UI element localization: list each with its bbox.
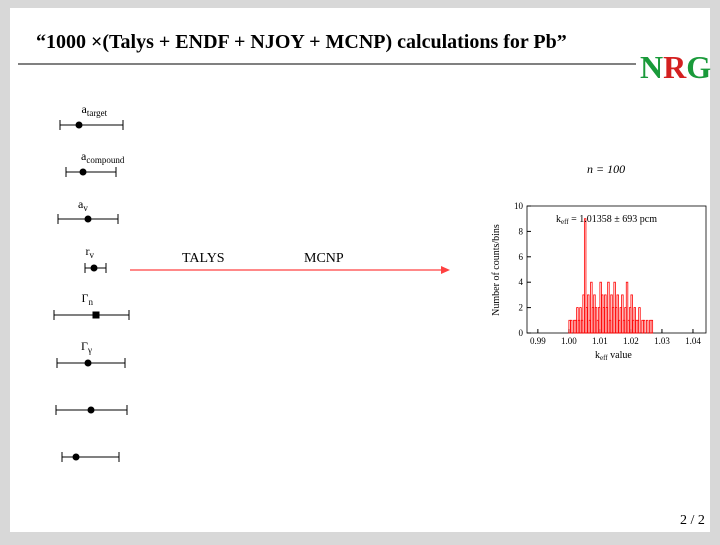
point: [87, 406, 95, 414]
histogram-title: keff = 1.01358 ± 693 pcm: [556, 214, 657, 226]
parameter-subscript: v: [83, 203, 88, 213]
y-tick-label: 6: [519, 252, 524, 262]
label-subscript: eff: [600, 354, 608, 362]
point: [92, 311, 100, 319]
label-symbol: k: [595, 350, 600, 361]
logo: NRG: [640, 49, 711, 85]
histogram-bar: [642, 319, 646, 334]
x-tick-label: 0.99: [530, 336, 546, 346]
histogram-bar: [570, 319, 573, 334]
parameter-subscript: target: [87, 108, 108, 118]
parameter-label: atarget: [82, 102, 108, 118]
point: [75, 121, 83, 129]
histogram-bar: [630, 294, 633, 334]
parameter-symbol: Γ: [81, 339, 88, 353]
parameter-subscript: n: [88, 297, 93, 307]
histogram-bar: [621, 294, 624, 334]
histogram-bar: [607, 281, 610, 334]
x-tick-label: 1.03: [654, 336, 670, 346]
title-symbol: k: [556, 214, 561, 225]
parameter-symbol: a: [82, 102, 88, 116]
flow-label: TALYS: [182, 251, 225, 266]
histogram-bar: [646, 319, 649, 334]
y-axis-label: Number of counts/bins: [491, 224, 502, 316]
point: [84, 215, 92, 223]
histogram-bar: [587, 294, 590, 334]
x-tick-label: 1.02: [623, 336, 639, 346]
y-tick-label: 0: [519, 328, 524, 338]
title-subscript: eff: [561, 218, 569, 226]
x-tick-label: 1.01: [592, 336, 608, 346]
flow-label: MCNP: [304, 251, 344, 266]
point: [72, 453, 80, 461]
point: [90, 264, 98, 272]
slide-title: “1000 ×(Talys + ENDF + NJOY + MCNP) calc…: [36, 31, 567, 53]
page-number: 2 / 2: [680, 513, 705, 528]
parameter-subscript: v: [90, 250, 95, 260]
point: [84, 359, 92, 367]
point: [79, 168, 87, 176]
parameter-symbol: a: [78, 197, 84, 211]
parameter-subscript: compound: [86, 155, 124, 165]
parameter-symbol: Γ: [82, 291, 89, 305]
parameter-label: Γn: [82, 291, 94, 307]
label-rest: value: [608, 350, 633, 361]
parameter-label: av: [78, 197, 88, 213]
title-rest: = 1.01358 ± 693 pcm: [569, 214, 658, 225]
parameter-label: Γγ: [81, 339, 92, 355]
y-tick-label: 4: [519, 277, 524, 287]
y-tick-label: 10: [514, 201, 524, 211]
y-tick-label: 8: [519, 226, 524, 236]
x-axis-label: keff value: [595, 350, 632, 362]
x-tick-label: 1.04: [685, 336, 701, 346]
parameter-symbol: a: [81, 149, 87, 163]
histogram-bar: [583, 218, 587, 334]
y-tick-label: 2: [519, 303, 524, 313]
histogram-bar: [625, 281, 629, 334]
histogram-bar: [638, 307, 641, 334]
parameter-label: acompound: [81, 149, 125, 165]
x-tick-label: 1.00: [561, 336, 577, 346]
parameter-label: rv: [86, 244, 95, 260]
parameter-subscript: γ: [87, 345, 92, 355]
histogram-bar: [616, 294, 619, 334]
parameter-symbol: r: [86, 244, 90, 258]
arrow-head: [441, 266, 450, 274]
sample-size: n = 100: [587, 162, 625, 176]
histogram-bar: [650, 319, 654, 334]
